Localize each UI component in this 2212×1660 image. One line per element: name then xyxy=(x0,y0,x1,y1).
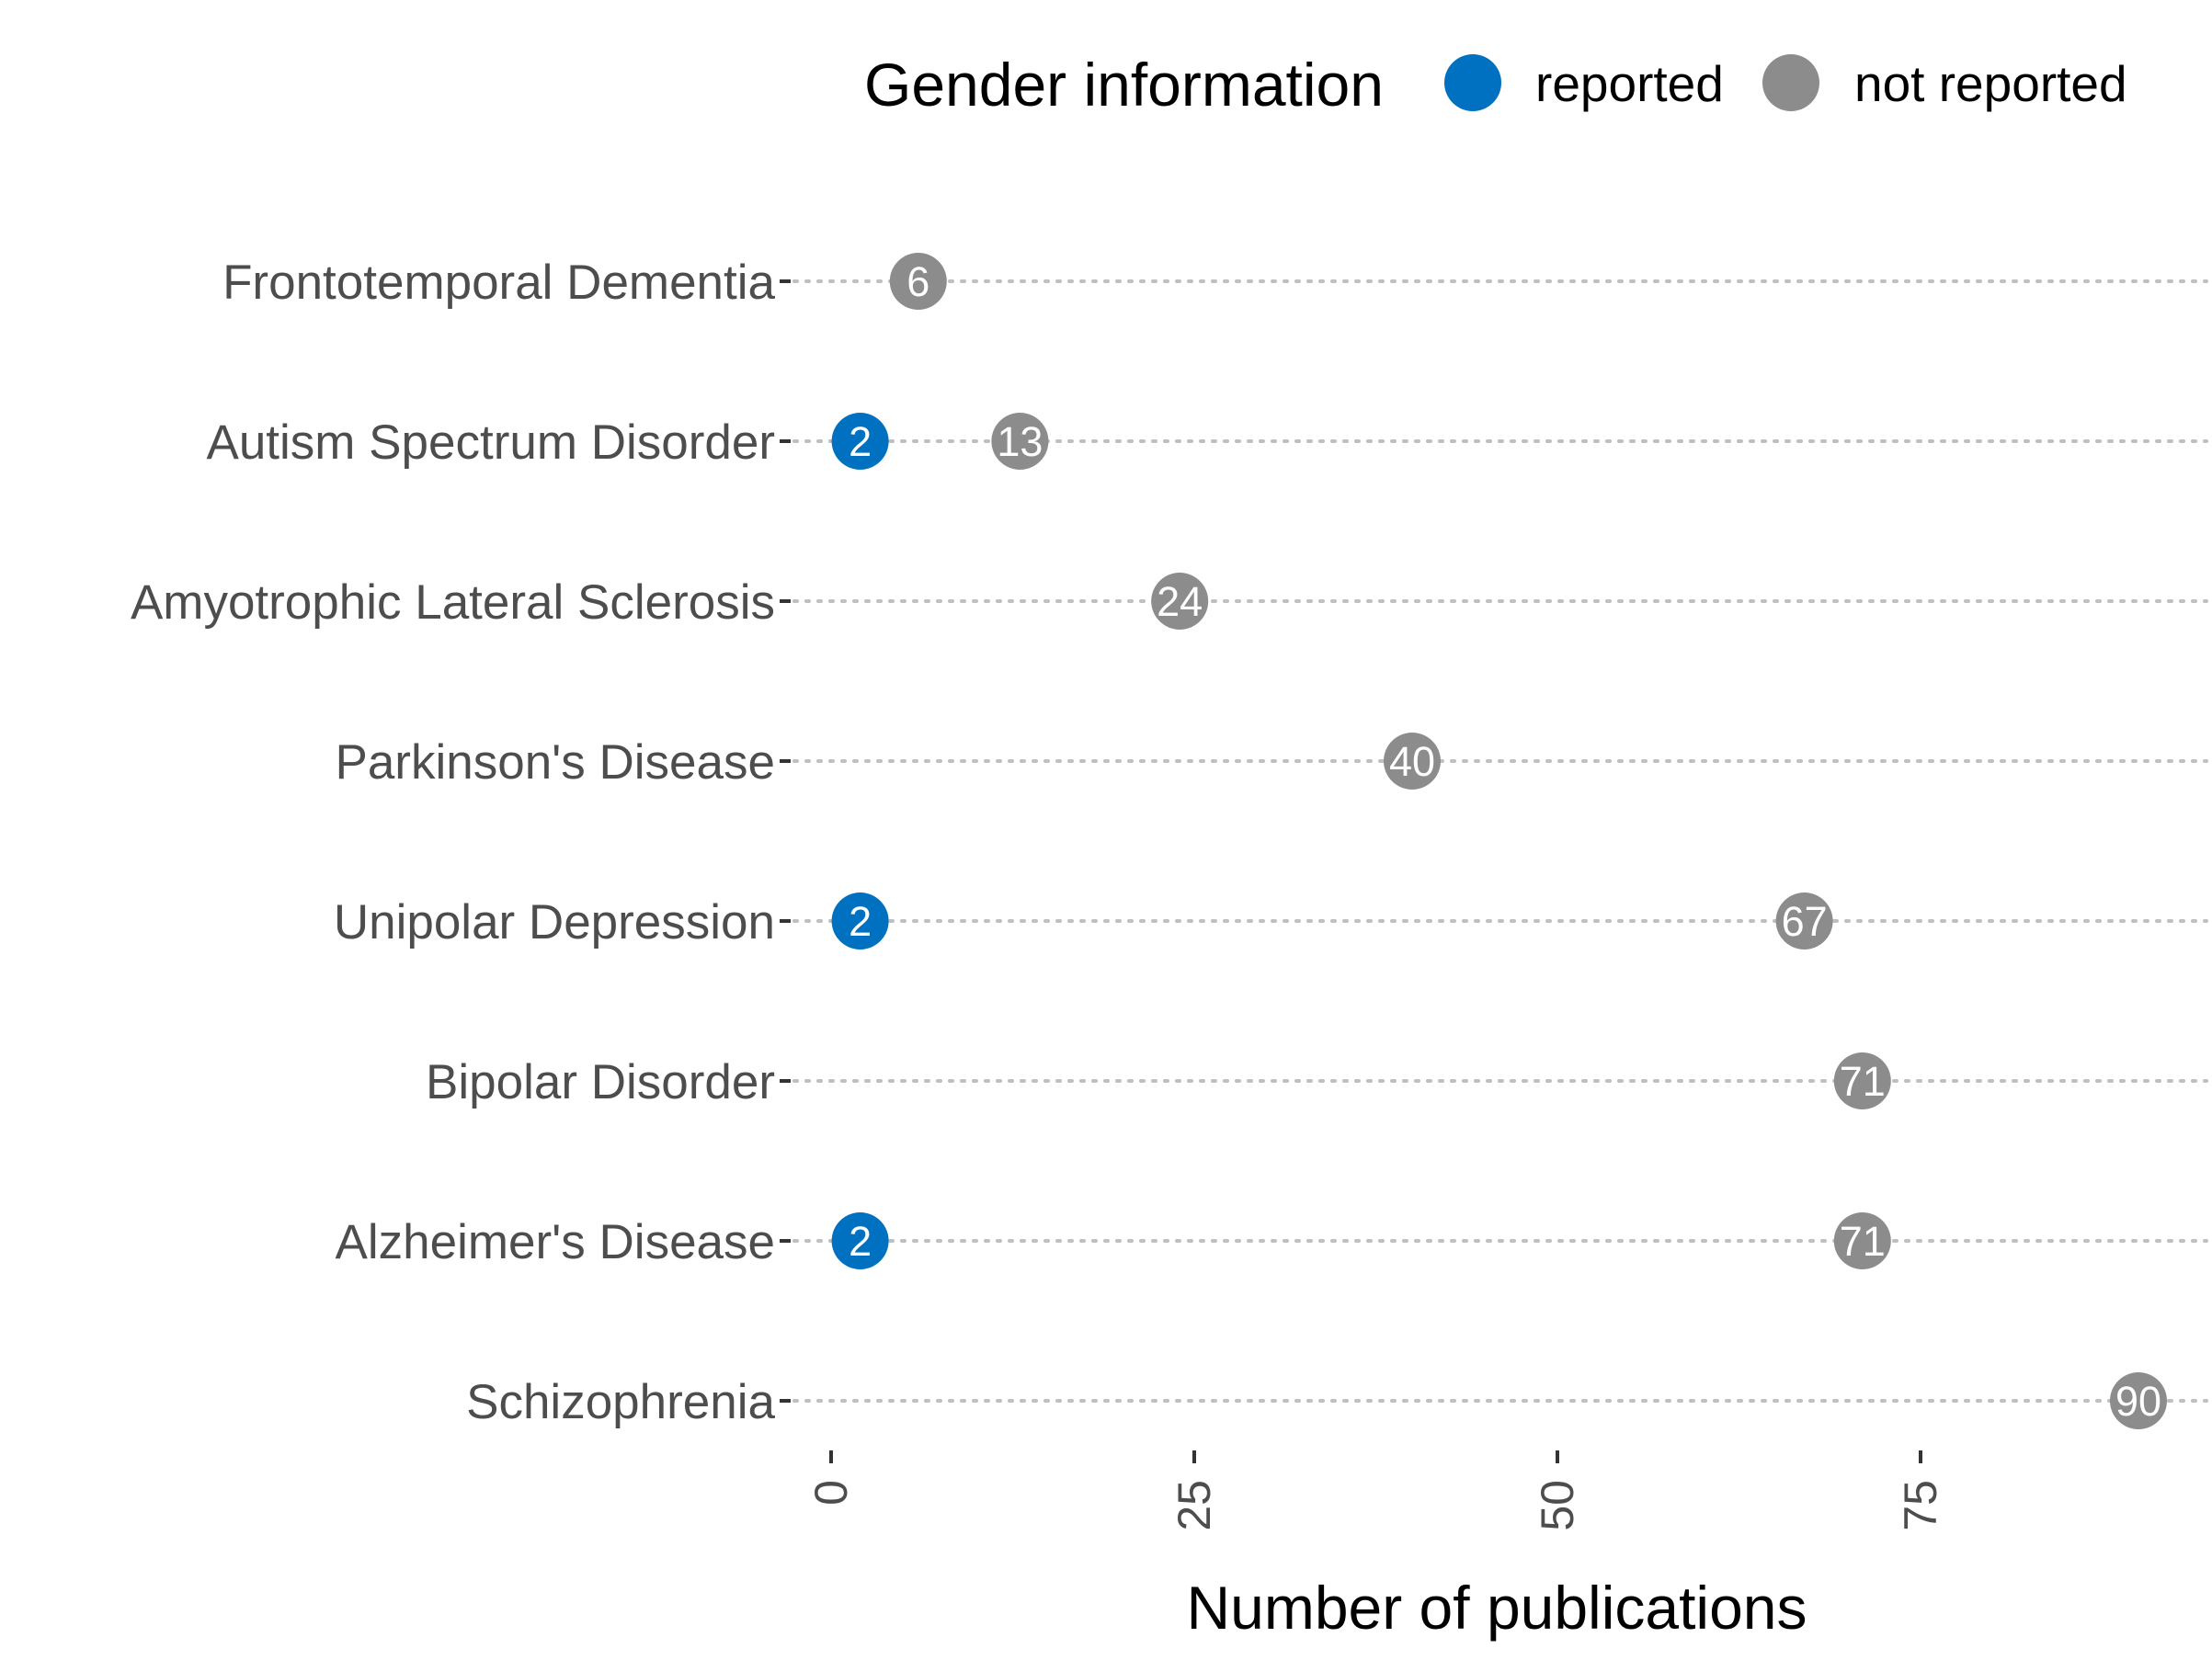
legend-label-reported: reported xyxy=(1535,55,1724,112)
point-reported xyxy=(831,1212,889,1269)
legend-swatch-not-reported xyxy=(1762,54,1819,111)
category-label: Unipolar Depression xyxy=(334,895,775,949)
point-not-reported xyxy=(1833,1212,1891,1269)
point-label: 71 xyxy=(1840,1218,1886,1265)
x-tick-label: 0 xyxy=(805,1480,857,1506)
legend-swatch-reported xyxy=(1444,54,1501,111)
point-not-reported xyxy=(2110,1372,2167,1429)
legend: Gender information reported not reported xyxy=(864,51,2127,119)
category-label: Autism Spectrum Disorder xyxy=(206,415,775,470)
category-label: Parkinson's Disease xyxy=(335,735,775,790)
y-axis: Frontotemporal Dementia Autism Spectrum D… xyxy=(131,256,791,1429)
legend-label-not-reported: not reported xyxy=(1854,55,2127,112)
point-label: 2 xyxy=(849,418,872,465)
point-label: 13 xyxy=(997,418,1043,465)
point-not-reported xyxy=(889,253,947,310)
gridlines xyxy=(792,279,2208,1403)
category-label: Frontotemporal Dementia xyxy=(222,256,775,310)
point-reported xyxy=(831,413,889,470)
point-label: 6 xyxy=(906,258,929,305)
point-label: 40 xyxy=(1389,738,1435,785)
point-not-reported xyxy=(1833,1052,1891,1109)
point-label: 2 xyxy=(849,1218,872,1265)
point-reported xyxy=(831,893,889,949)
point-label: 71 xyxy=(1840,1058,1886,1105)
points: 2 2 2 6 13 24 40 67 71 71 90 xyxy=(831,253,2167,1429)
point-label: 90 xyxy=(2115,1378,2161,1425)
point-label: 67 xyxy=(1782,898,1828,945)
x-tick-label: 75 xyxy=(1895,1480,1946,1531)
point-not-reported xyxy=(991,413,1049,470)
category-label: Bipolar Disorder xyxy=(426,1055,775,1109)
x-tick-label: 50 xyxy=(1532,1480,1583,1531)
point-not-reported xyxy=(1151,573,1209,630)
x-tick-label: 25 xyxy=(1169,1480,1220,1531)
category-label: Amyotrophic Lateral Sclerosis xyxy=(131,575,775,630)
x-axis: 0 25 50 75 xyxy=(805,1450,1946,1531)
legend-title: Gender information xyxy=(864,51,1384,119)
point-not-reported xyxy=(1384,733,1441,790)
x-axis-title: Number of publications xyxy=(1186,1574,1807,1642)
category-label: Schizophrenia xyxy=(466,1375,775,1429)
point-not-reported xyxy=(1775,893,1833,949)
point-label: 2 xyxy=(849,898,872,945)
category-label: Alzheimer's Disease xyxy=(336,1215,775,1269)
point-label: 24 xyxy=(1157,578,1203,625)
